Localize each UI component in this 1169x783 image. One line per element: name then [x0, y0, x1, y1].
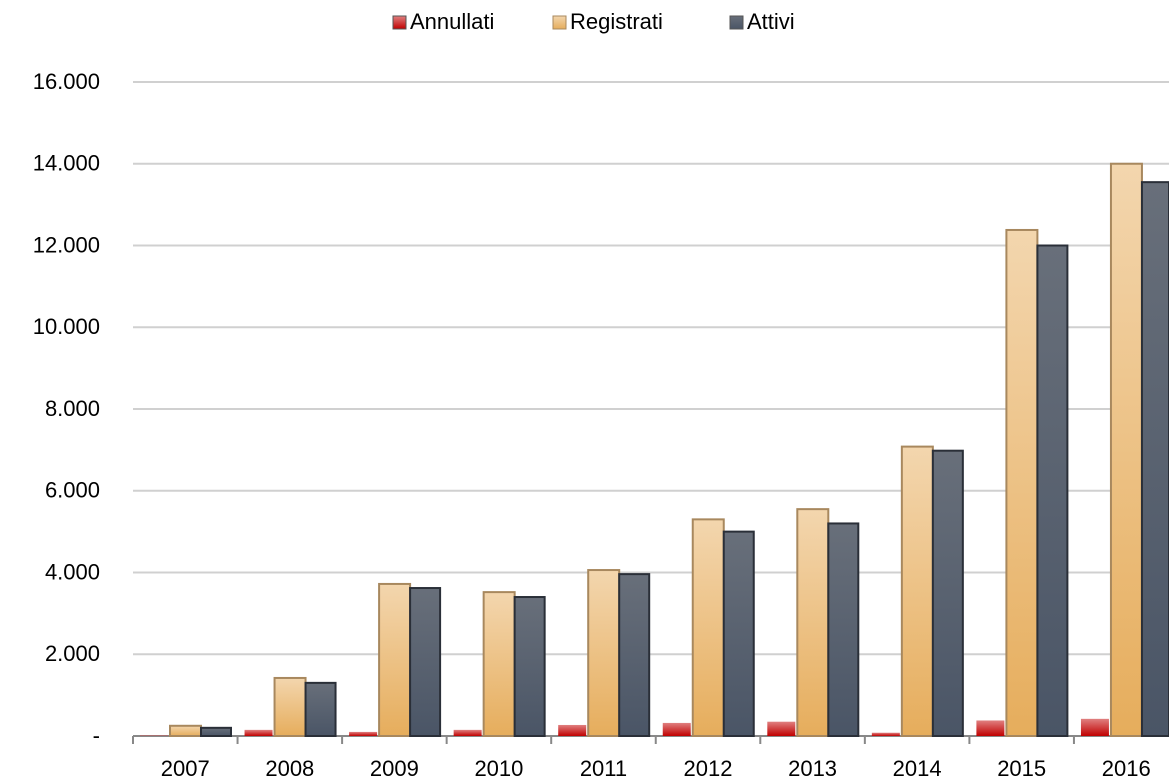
bar	[618, 573, 651, 738]
x-tick-label: 2015	[997, 756, 1046, 781]
bar	[976, 720, 1005, 736]
legend-swatch	[552, 15, 567, 30]
bar	[871, 732, 900, 736]
bar	[691, 518, 725, 737]
bar	[1109, 162, 1143, 737]
x-tick-label: 2014	[893, 756, 942, 781]
bar	[662, 722, 691, 736]
bar	[767, 721, 796, 736]
x-tick-label: 2011	[580, 756, 627, 781]
y-tick-label: 16.000	[33, 69, 100, 94]
x-tick-label: 2010	[474, 756, 523, 781]
x-tick-label: 2009	[370, 756, 419, 781]
bar	[304, 681, 337, 737]
bar	[482, 591, 516, 737]
bar	[453, 729, 482, 736]
y-tick-label: 10.000	[33, 314, 100, 339]
bar	[587, 569, 621, 737]
bar	[558, 724, 587, 736]
bar	[169, 724, 202, 737]
bar	[1036, 244, 1069, 737]
bar	[409, 587, 442, 737]
x-tick-label: 2007	[161, 756, 210, 781]
y-tick-label: 12.000	[33, 232, 100, 257]
bar	[200, 726, 232, 738]
legend-swatch	[729, 15, 744, 30]
y-tick-label: 6.000	[45, 478, 100, 503]
bar	[827, 522, 860, 738]
bar	[900, 445, 934, 737]
y-tick-label: -	[93, 723, 100, 748]
legend-label: Annullati	[410, 9, 494, 34]
bar	[1140, 181, 1169, 738]
legend-label: Attivi	[747, 9, 795, 34]
x-tick-label: 2013	[788, 756, 837, 781]
y-tick-label: 8.000	[45, 396, 100, 421]
bar	[1080, 718, 1109, 736]
x-tick-label: 2012	[684, 756, 733, 781]
bar	[273, 676, 307, 738]
bar	[722, 530, 755, 737]
bar	[931, 449, 964, 737]
x-tick-label: 2016	[1102, 756, 1151, 781]
bar	[378, 582, 412, 737]
bar	[349, 731, 378, 736]
bar	[796, 508, 830, 737]
y-tick-label: 4.000	[45, 559, 100, 584]
y-tick-label: 14.000	[33, 151, 100, 176]
bar	[244, 729, 273, 736]
bar	[513, 596, 546, 738]
x-tick-label: 2008	[265, 756, 314, 781]
y-tick-label: 2.000	[45, 641, 100, 666]
bar	[1005, 228, 1039, 737]
legend-label: Registrati	[570, 9, 663, 34]
legend-swatch	[392, 15, 407, 30]
